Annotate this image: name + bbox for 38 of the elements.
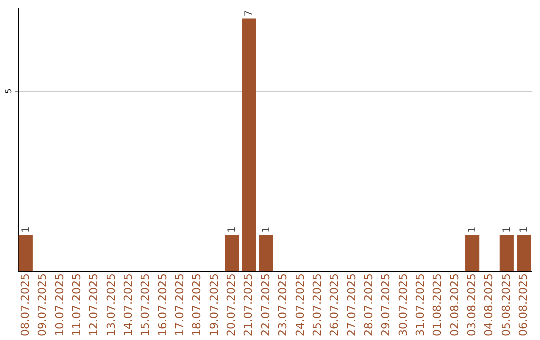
- data-label: 1: [20, 226, 32, 233]
- x-tick-label: 10.07.2025: [53, 274, 66, 336]
- data-label: 1: [227, 226, 238, 233]
- x-tick-label: 30.07.2025: [396, 274, 410, 336]
- x-tick-label: 13.07.2025: [104, 274, 118, 336]
- data-label: 1: [261, 226, 272, 233]
- x-tick-label: 11.07.2025: [70, 274, 84, 336]
- x-tick-label: 31.07.2025: [414, 274, 428, 336]
- x-tick-label: 17.07.2025: [174, 274, 187, 336]
- x-tick-label: 26.07.2025: [328, 274, 342, 336]
- x-tick-label: 29.07.2025: [380, 274, 393, 336]
- data-label: 1: [519, 226, 530, 233]
- x-tick-label: 28.07.2025: [362, 274, 376, 336]
- x-tick-label: 05.08.2025: [500, 274, 513, 336]
- x-tick-label: 23.07.2025: [276, 274, 290, 336]
- y-tick-label: 5: [4, 88, 14, 94]
- x-tick-label: 15.07.2025: [139, 274, 152, 336]
- x-tick-label: 25.07.2025: [310, 274, 324, 336]
- x-tick-label: 04.08.2025: [482, 274, 496, 336]
- x-tick-label: 16.07.2025: [156, 274, 170, 336]
- x-tick-label: 19.07.2025: [208, 274, 221, 336]
- x-tick-label: 03.08.2025: [466, 274, 479, 336]
- x-tick-label: 20.07.2025: [225, 274, 238, 336]
- x-tick-label: 08.07.2025: [18, 274, 32, 336]
- x-tick-label: 06.08.2025: [517, 274, 530, 336]
- x-tick-label: 21.07.2025: [242, 274, 256, 336]
- x-tick-label: 14.07.2025: [122, 274, 135, 336]
- x-tick-label: 01.08.2025: [431, 274, 444, 336]
- x-tick-label: 02.08.2025: [448, 274, 462, 336]
- x-tick-label: 24.07.2025: [294, 274, 307, 336]
- data-label: 7: [244, 10, 256, 17]
- x-tick-label: 09.07.2025: [36, 274, 50, 336]
- data-label: 1: [502, 226, 513, 233]
- x-tick-label: 22.07.2025: [259, 274, 272, 336]
- x-tick-label: 27.07.2025: [345, 274, 358, 336]
- x-tick-label: 18.07.2025: [190, 274, 204, 336]
- x-tick-label: 12.07.2025: [88, 274, 101, 336]
- data-label: 1: [468, 226, 479, 233]
